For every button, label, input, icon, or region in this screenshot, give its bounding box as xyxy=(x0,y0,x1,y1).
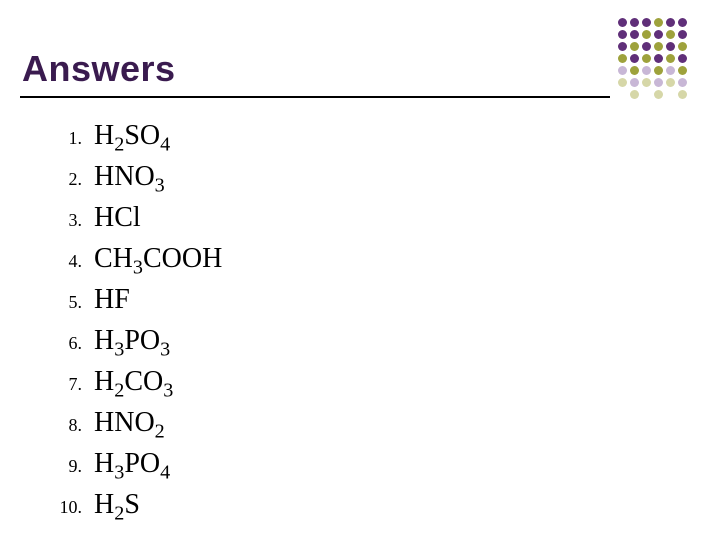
slide: Answers 1.H2SO42.HNO33.HCl4.CH3COOH5.HF6… xyxy=(0,0,720,540)
decorative-dot xyxy=(642,66,651,75)
list-number: 8. xyxy=(54,415,94,436)
list-number: 5. xyxy=(54,292,94,313)
decorative-dot xyxy=(654,90,663,99)
list-number: 1. xyxy=(54,128,94,149)
decorative-dot xyxy=(678,42,687,51)
decorative-dot xyxy=(666,42,675,51)
decorative-dot xyxy=(618,42,627,51)
answers-list-item: 9.H3PO4 xyxy=(54,448,222,489)
answers-list-item: 6.H3PO3 xyxy=(54,325,222,366)
chemical-formula: HCl xyxy=(94,202,141,234)
decorative-dot xyxy=(654,30,663,39)
decorative-dot xyxy=(666,30,675,39)
decorative-dot xyxy=(678,90,687,99)
list-number: 6. xyxy=(54,333,94,354)
answers-list-item: 5.HF xyxy=(54,284,222,325)
chemical-formula: H2CO3 xyxy=(94,366,173,398)
chemical-formula: H3PO3 xyxy=(94,325,170,357)
decorative-dot xyxy=(630,90,639,99)
list-number: 7. xyxy=(54,374,94,395)
decorative-dot xyxy=(654,18,663,27)
slide-title: Answers xyxy=(22,48,176,90)
list-number: 3. xyxy=(54,210,94,231)
answers-list-item: 4.CH3COOH xyxy=(54,243,222,284)
decorative-dot xyxy=(666,66,675,75)
decorative-dot xyxy=(678,18,687,27)
list-number: 2. xyxy=(54,169,94,190)
decorative-dot xyxy=(642,54,651,63)
decorative-dot xyxy=(618,30,627,39)
chemical-formula: CH3COOH xyxy=(94,243,222,275)
decorative-dot-grid xyxy=(618,18,690,102)
decorative-dot xyxy=(630,18,639,27)
answers-list-item: 10.H2S xyxy=(54,489,222,530)
decorative-dot xyxy=(642,30,651,39)
chemical-formula: H3PO4 xyxy=(94,448,170,480)
decorative-dot xyxy=(666,78,675,87)
decorative-dot xyxy=(654,54,663,63)
answers-list-item: 8.HNO2 xyxy=(54,407,222,448)
chemical-formula: HNO2 xyxy=(94,407,165,439)
chemical-formula: H2S xyxy=(94,489,140,521)
decorative-dot xyxy=(630,54,639,63)
decorative-dot xyxy=(666,18,675,27)
decorative-dot xyxy=(618,18,627,27)
decorative-dot xyxy=(654,78,663,87)
decorative-dot xyxy=(678,66,687,75)
decorative-dot xyxy=(666,54,675,63)
decorative-dot xyxy=(654,42,663,51)
decorative-dot xyxy=(642,78,651,87)
chemical-formula: H2SO4 xyxy=(94,120,170,152)
list-number: 4. xyxy=(54,251,94,272)
decorative-dot xyxy=(618,54,627,63)
list-number: 10. xyxy=(54,497,94,518)
decorative-dot xyxy=(642,42,651,51)
chemical-formula: HNO3 xyxy=(94,161,165,193)
decorative-dot xyxy=(630,30,639,39)
answers-list-item: 7.H2CO3 xyxy=(54,366,222,407)
decorative-dot xyxy=(642,18,651,27)
decorative-dot xyxy=(678,78,687,87)
decorative-dot xyxy=(678,54,687,63)
decorative-dot xyxy=(630,78,639,87)
answers-list-item: 1.H2SO4 xyxy=(54,120,222,161)
list-number: 9. xyxy=(54,456,94,477)
decorative-dot xyxy=(630,42,639,51)
decorative-dot xyxy=(654,66,663,75)
title-underline xyxy=(20,96,610,98)
answers-list: 1.H2SO42.HNO33.HCl4.CH3COOH5.HF6.H3PO37.… xyxy=(54,120,222,530)
decorative-dot xyxy=(678,30,687,39)
chemical-formula: HF xyxy=(94,284,130,316)
decorative-dot xyxy=(618,66,627,75)
decorative-dot xyxy=(618,78,627,87)
answers-list-item: 2.HNO3 xyxy=(54,161,222,202)
decorative-dot xyxy=(630,66,639,75)
answers-list-item: 3.HCl xyxy=(54,202,222,243)
